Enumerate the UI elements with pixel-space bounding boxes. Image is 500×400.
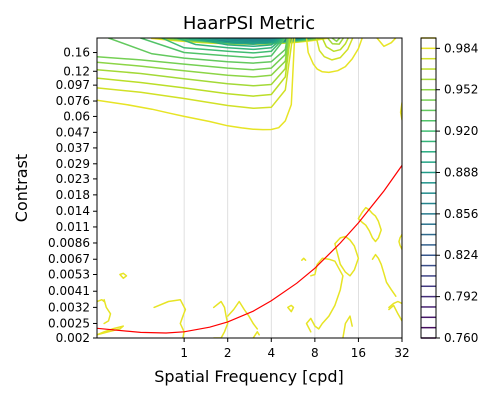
y-tick-label: 0.029 — [56, 157, 90, 171]
contour-line — [216, 38, 279, 42]
plot-area — [96, 37, 403, 339]
contour-line — [301, 257, 307, 261]
contour-line — [97, 38, 289, 71]
contour-line — [287, 304, 295, 313]
contour-line — [153, 298, 187, 338]
y-tick-label: 0.023 — [56, 172, 90, 186]
contour-line — [398, 233, 402, 251]
y-tick-label: 0.011 — [56, 220, 90, 234]
y-tick-label: 0.0086 — [48, 236, 90, 250]
x-tick-label: 4 — [267, 346, 275, 360]
y-tick-label: 0.0025 — [48, 316, 90, 330]
plot-background — [97, 38, 402, 338]
contour-line — [107, 38, 288, 64]
x-tick-label: 8 — [311, 346, 319, 360]
contour-line — [371, 253, 397, 297]
contour-line — [334, 235, 360, 277]
threshold-curve — [97, 165, 402, 334]
contour-line — [342, 315, 353, 338]
x-tick-label: 16 — [351, 346, 366, 360]
contour-line — [176, 38, 284, 51]
contour-line — [388, 304, 402, 322]
colorbar-tick-label: 0.792 — [444, 290, 478, 304]
contour-line — [189, 38, 283, 48]
contour-line — [97, 38, 296, 131]
x-axis-label: Spatial Frequency [cpd] — [154, 367, 344, 386]
x-axis: 1 2 4 8 16 32 — [180, 338, 410, 360]
y-tick-label: 0.0067 — [48, 252, 90, 266]
contour-line — [97, 38, 294, 110]
colorbar-tick-label: 0.824 — [444, 248, 478, 262]
contour-line — [139, 38, 287, 59]
contour-line — [199, 38, 281, 45]
contour-line — [97, 298, 105, 303]
chart-title: HaarPSI Metric — [183, 13, 315, 34]
x-tick-label: 32 — [394, 346, 409, 360]
y-tick-label: 0.097 — [56, 78, 90, 92]
contour-line — [103, 298, 112, 325]
y-tick-label: 0.0041 — [48, 284, 90, 298]
contour-line — [357, 206, 382, 243]
y-tick-label: 0.037 — [56, 141, 90, 155]
y-tick-label: 0.12 — [63, 64, 90, 78]
contour-line — [252, 331, 260, 338]
contour-line — [321, 38, 349, 53]
y-tick-label: 0.018 — [56, 188, 90, 202]
contour-line — [315, 38, 354, 61]
y-tick-label: 0.076 — [56, 94, 90, 108]
y-tick-label: 0.014 — [56, 204, 90, 218]
contour-line — [331, 38, 341, 43]
contour-line — [305, 257, 344, 333]
y-tick-label: 0.16 — [63, 46, 90, 60]
y-tick-label: 0.0053 — [48, 268, 90, 282]
x-tick-label: 1 — [180, 346, 188, 360]
y-tick-label: 0.0032 — [48, 300, 90, 314]
contour-line — [376, 38, 397, 48]
colorbar-frame — [420, 37, 437, 339]
y-axis-label: Contrast — [12, 154, 31, 222]
colorbar-tick-label: 0.984 — [444, 41, 478, 55]
y-tick-label: 0.047 — [56, 125, 90, 139]
contour-line — [97, 325, 125, 336]
contour-line — [97, 38, 291, 97]
contour-lines — [97, 38, 402, 338]
plot-frame — [96, 37, 403, 339]
colorbar-tick-label: 0.856 — [444, 207, 478, 221]
contour-line — [305, 38, 363, 74]
y-tick-label: 0.002 — [56, 331, 90, 345]
colorbar: 0.760 0.792 0.824 0.856 0.888 0.920 0.952 0.984 — [420, 37, 478, 345]
contour-line — [97, 38, 290, 87]
contour-line — [160, 38, 285, 54]
contour-line — [326, 38, 345, 45]
colorbar-tick-label: 0.888 — [444, 165, 478, 179]
contour-line — [388, 300, 402, 309]
colorbar-tick-label: 0.952 — [444, 83, 478, 97]
colorbar-tick-label: 0.920 — [444, 124, 478, 138]
x-tick-label: 2 — [224, 346, 232, 360]
contour-line — [208, 38, 280, 44]
contour-line — [212, 300, 229, 338]
y-tick-label: 0.06 — [63, 109, 90, 123]
colorbar-tick-label: 0.760 — [444, 331, 478, 345]
contour-line — [226, 300, 259, 330]
contour-line — [119, 272, 128, 280]
contour-line — [97, 38, 290, 78]
